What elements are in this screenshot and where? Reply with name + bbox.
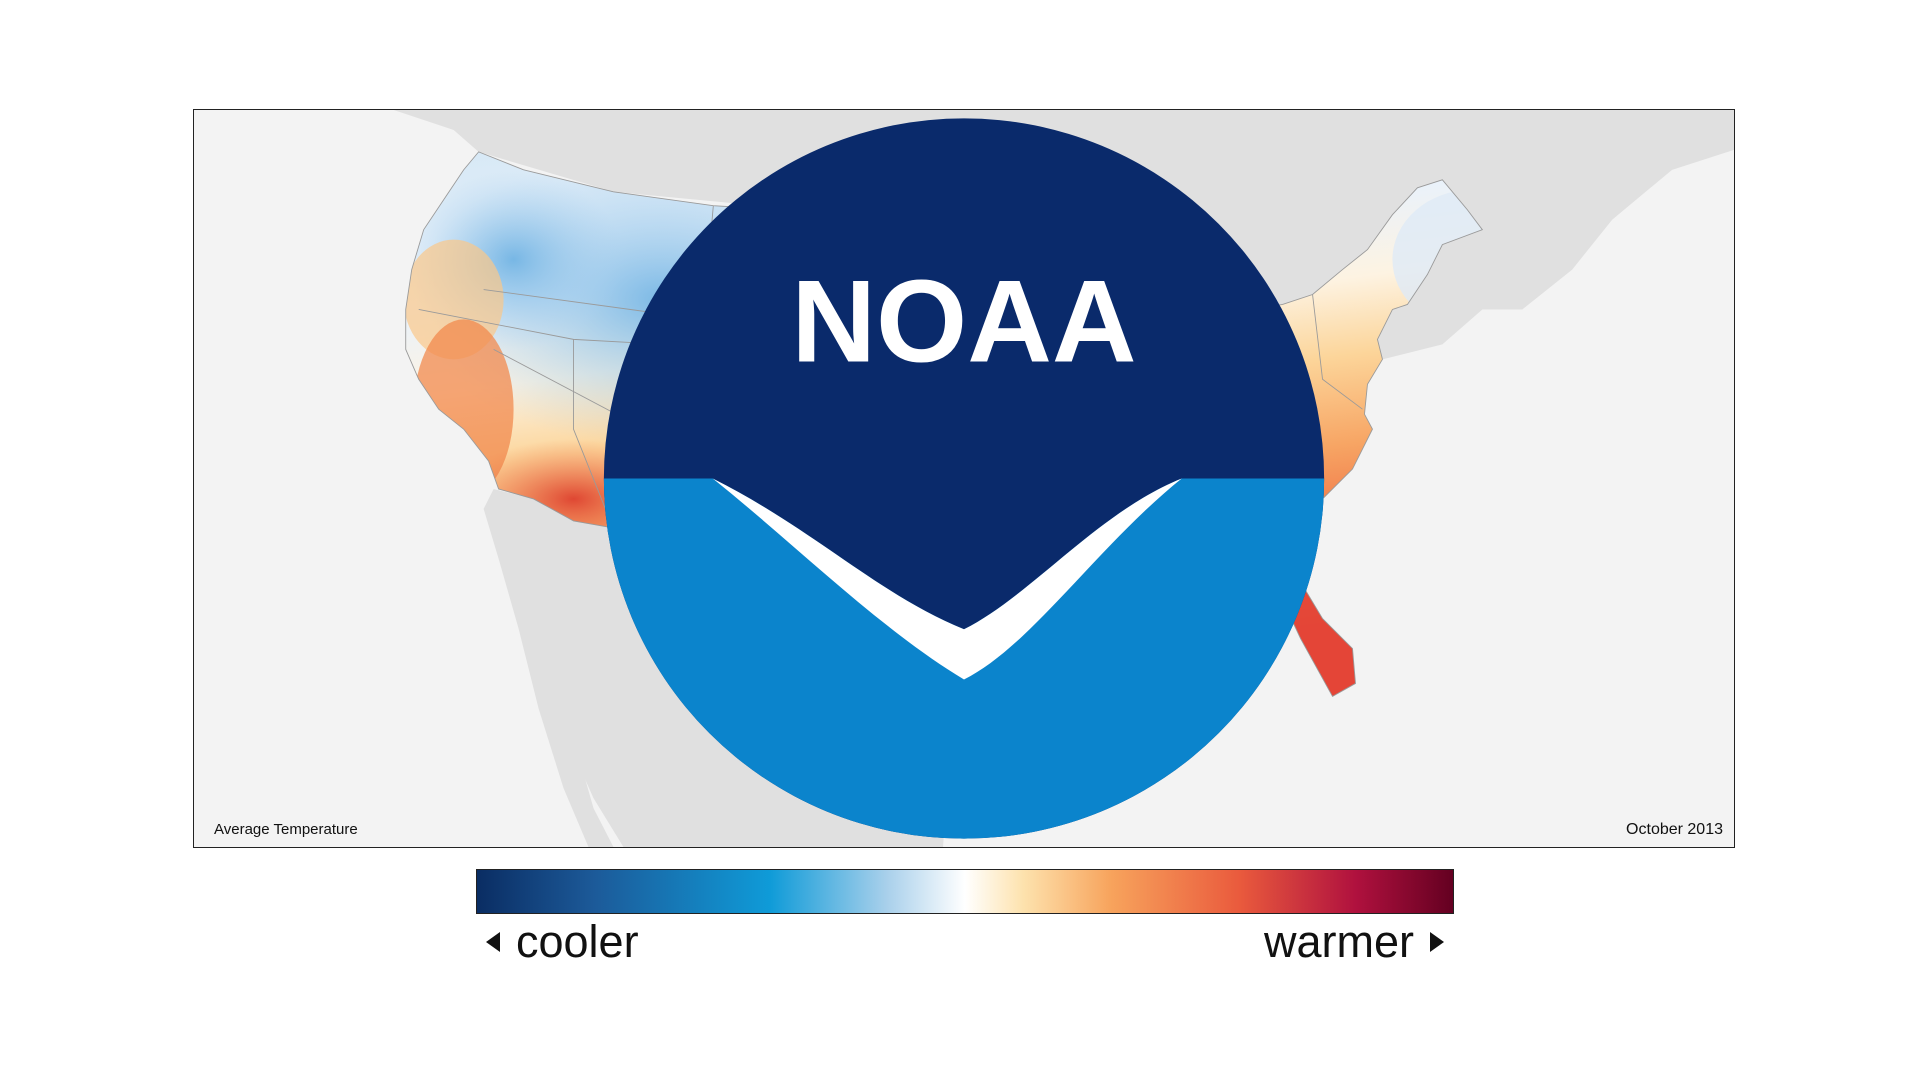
baja-california (483, 488, 614, 847)
triangle-right-icon (1430, 932, 1444, 952)
svg-text:NOAA: NOAA (791, 255, 1136, 386)
legend-cooler: cooler (486, 912, 639, 972)
legend-cooler-label: cooler (516, 916, 639, 967)
legend-warmer-label: warmer (1263, 916, 1414, 967)
triangle-left-icon (486, 932, 500, 952)
map-date-label: October 2013 (1626, 821, 1723, 838)
map-variable-label: Average Temperature (214, 821, 358, 838)
temperature-color-scale (476, 869, 1454, 914)
noaa-logo: NOAA (603, 118, 1325, 839)
legend-warmer: warmer (1264, 912, 1444, 972)
temperature-map: NOAA Average Temperature October 2013 (193, 109, 1735, 848)
